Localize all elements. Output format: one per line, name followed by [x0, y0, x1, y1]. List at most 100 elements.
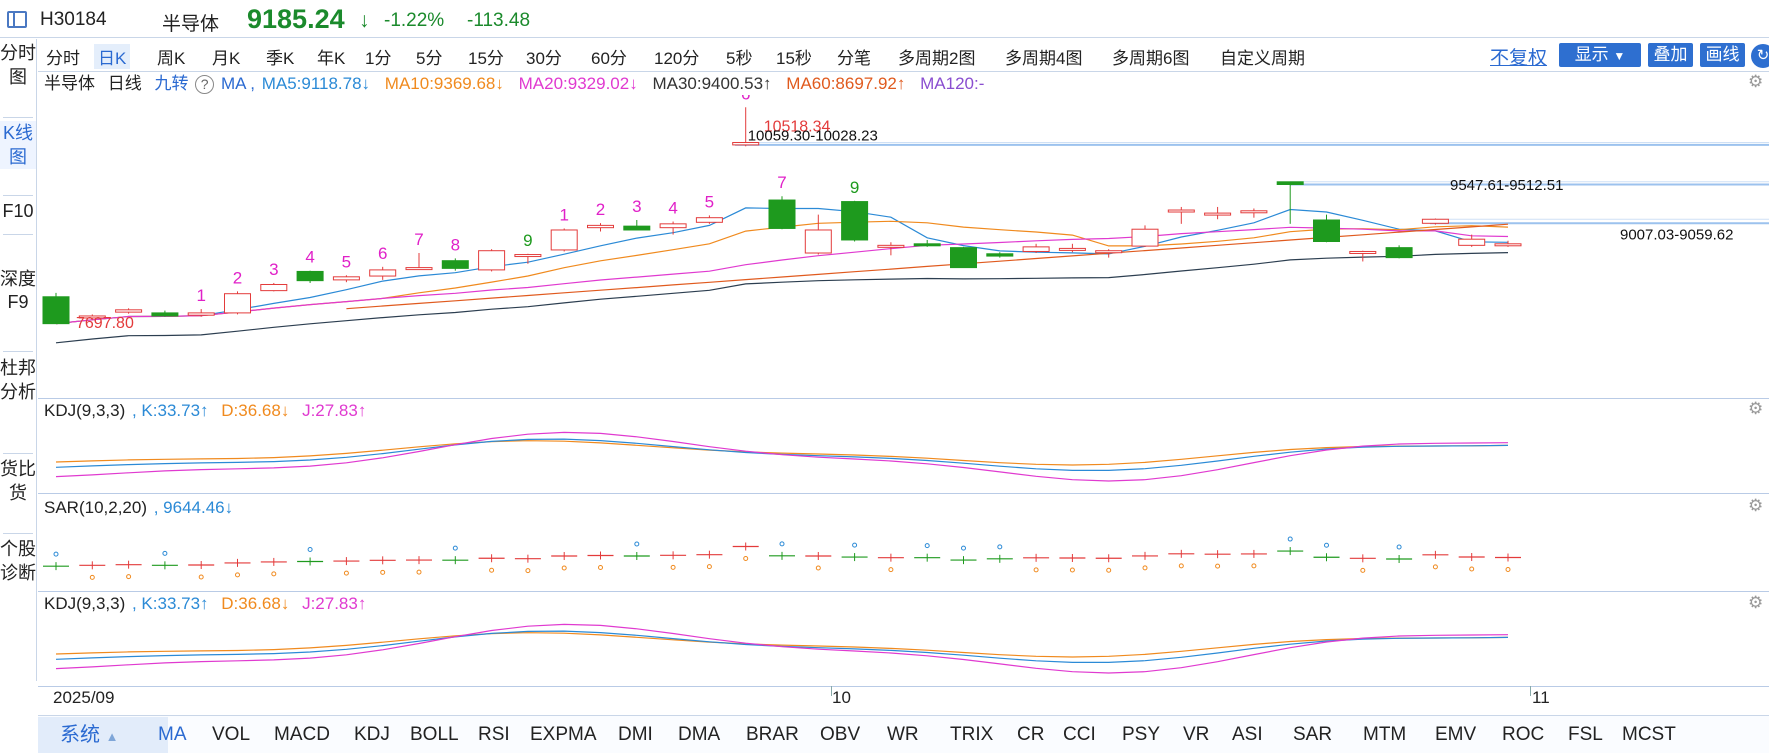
indicator-roc[interactable]: ROC: [1502, 724, 1545, 745]
no-adjust-dropdown[interactable]: 不复权: [1490, 48, 1548, 69]
sidebar-item-time-share[interactable]: 分时图: [0, 43, 36, 87]
nine-turn-toggle[interactable]: 九转: [154, 74, 189, 93]
indicator-macd[interactable]: MACD: [274, 724, 330, 745]
indicator-mtm[interactable]: MTM: [1363, 724, 1407, 745]
tab-multi-period[interactable]: 多周期6图: [1112, 49, 1190, 68]
change-percent: -1.22%: [384, 10, 445, 31]
indicator-boll[interactable]: BOLL: [410, 724, 459, 745]
display-button[interactable]: 显示 ▼: [1559, 43, 1641, 67]
sidebar-item-kline[interactable]: K线图: [0, 121, 36, 169]
divider: [3, 351, 33, 352]
indicator-vol[interactable]: VOL: [212, 724, 251, 745]
indicator-brar[interactable]: BRAR: [746, 724, 799, 745]
indicator-wr[interactable]: WR: [887, 724, 919, 745]
tab-custom-period[interactable]: 自定义周期: [1220, 49, 1305, 68]
nine-turn-mark: 6: [741, 95, 750, 103]
indicator-expma[interactable]: EXPMA: [530, 724, 597, 745]
sar-dot: [852, 542, 858, 548]
divider: [3, 234, 33, 235]
candle-body: [42, 296, 70, 325]
sar-dot: [53, 551, 59, 557]
gear-icon[interactable]: ⚙: [1748, 593, 1764, 612]
divider: [38, 493, 1769, 494]
draw-line-button[interactable]: 画线: [1700, 43, 1745, 67]
gear-icon[interactable]: ⚙: [1748, 496, 1764, 515]
sidebar-item-compare[interactable]: 货比货: [0, 459, 36, 503]
kdj-k: , K:33.73↑: [131, 401, 209, 420]
indicator-psy[interactable]: PSY: [1122, 724, 1161, 745]
candle-body: [1095, 250, 1123, 254]
kdj-d-line: [55, 440, 1509, 466]
sidebar-item-dupont[interactable]: 杜邦分析: [0, 358, 36, 402]
indicator-mcst[interactable]: MCST: [1622, 724, 1676, 745]
candle-body: [1385, 247, 1413, 259]
tab-period[interactable]: 5秒: [726, 49, 753, 68]
tab-period-daily[interactable]: 日K: [94, 44, 131, 69]
indicator-dma[interactable]: DMA: [678, 724, 721, 745]
candle-body: [1204, 212, 1232, 216]
sar-dot: [307, 547, 313, 552]
indicator-bar: 系统 ▲ MA VOL MACD KDJ BOLL RSI EXPMA DMI …: [38, 715, 1769, 753]
indicator-rsi[interactable]: RSI: [478, 724, 510, 745]
indicator-vr[interactable]: VR: [1183, 724, 1210, 745]
tab-period[interactable]: 季K: [266, 49, 295, 68]
indicator-sar[interactable]: SAR: [1293, 724, 1333, 745]
tab-period[interactable]: 年K: [317, 49, 346, 68]
indicator-ma[interactable]: MA: [158, 724, 187, 745]
indicator-kdj[interactable]: KDJ: [354, 724, 390, 745]
indicator-fsl[interactable]: FSL: [1568, 724, 1603, 745]
nine-turn-mark: 5: [342, 252, 351, 271]
divider: [3, 533, 33, 534]
indicator-emv[interactable]: EMV: [1435, 724, 1477, 745]
indicator-cr[interactable]: CR: [1017, 724, 1045, 745]
indicator-asi[interactable]: ASI: [1232, 724, 1263, 745]
nine-turn-mark: 6: [378, 244, 387, 263]
stock-name: 半导体: [162, 14, 220, 35]
kdj2-j: J:27.83↑: [302, 594, 367, 613]
tab-period[interactable]: 15分: [468, 49, 504, 68]
tab-period[interactable]: 分时: [46, 49, 80, 68]
tab-period[interactable]: 月K: [212, 49, 241, 68]
tab-period[interactable]: 分笔: [837, 49, 871, 68]
tab-multi-period[interactable]: 多周期4图: [1005, 49, 1083, 68]
tab-period[interactable]: 周K: [157, 49, 186, 68]
indicator-dmi[interactable]: DMI: [618, 724, 653, 745]
panel-toggle-icon[interactable]: [7, 11, 27, 28]
indicator-trix[interactable]: TRIX: [950, 724, 994, 745]
tab-period[interactable]: 60分: [591, 49, 627, 68]
kdj2-chart: [55, 623, 1509, 674]
gear-icon[interactable]: ⚙: [1748, 399, 1764, 418]
ma5-value: MA5:9118.78↓: [261, 74, 371, 93]
candle-body: [841, 201, 869, 241]
tab-period[interactable]: 30分: [526, 49, 562, 68]
sidebar-item-depth-f9[interactable]: 深度F9: [0, 269, 36, 312]
sar-dot: [162, 550, 168, 556]
tick: [1530, 686, 1531, 696]
tab-period[interactable]: 1分: [365, 49, 392, 68]
sidebar-item-diagnosis[interactable]: 个股诊断: [0, 539, 36, 583]
sar-dot: [525, 568, 531, 574]
kdj2-name: KDJ(9,3,3): [44, 594, 126, 613]
ma-label[interactable]: MA ,: [220, 74, 255, 93]
nine-turn-mark: 4: [668, 199, 677, 218]
kdj2-d: D:36.68↓: [221, 594, 290, 613]
indicator-cci[interactable]: CCI: [1063, 724, 1096, 745]
indicator-obv[interactable]: OBV: [820, 724, 861, 745]
candle-body: [405, 267, 433, 271]
overlay-button[interactable]: 叠加: [1648, 43, 1693, 67]
help-icon[interactable]: ?: [195, 75, 215, 95]
sar-dot: [1106, 567, 1112, 573]
sidebar-item-f10[interactable]: F10: [2, 201, 34, 221]
sar-dot: [888, 567, 894, 573]
candle-body: [1276, 181, 1304, 185]
gear-icon[interactable]: ⚙: [1748, 72, 1764, 91]
tab-period[interactable]: 15秒: [776, 49, 812, 68]
low-label: 7697.80: [76, 315, 134, 332]
tab-multi-period[interactable]: 多周期2图: [898, 49, 976, 68]
sar-dot: [815, 565, 821, 571]
tab-period[interactable]: 120分: [654, 49, 700, 68]
sar-dot: [489, 567, 495, 573]
refresh-icon[interactable]: ↻: [1751, 44, 1769, 68]
system-indicators-button[interactable]: 系统 ▲: [38, 717, 168, 753]
tab-period[interactable]: 5分: [416, 49, 443, 68]
